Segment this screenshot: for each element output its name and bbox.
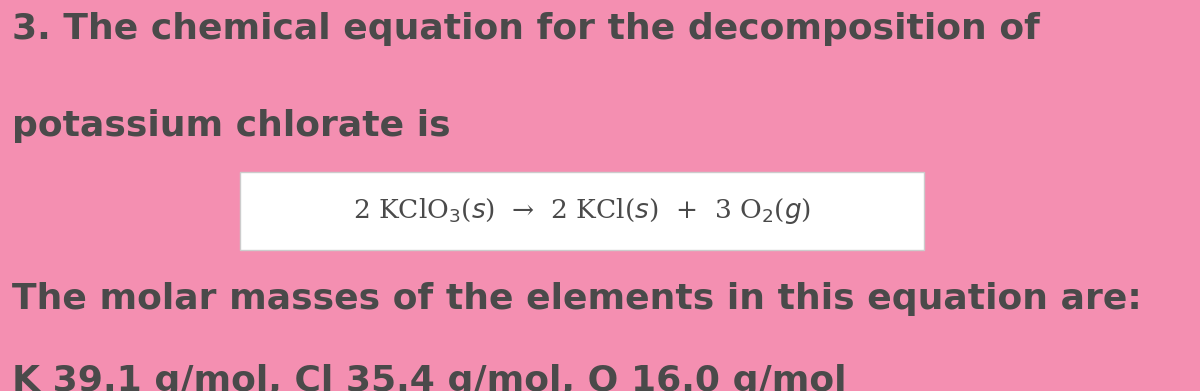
Text: The molar masses of the elements in this equation are:: The molar masses of the elements in this… xyxy=(12,282,1141,316)
Text: 2 KClO$_3$($s$)  →  2 KCl($s$)  +  3 O$_2$($g$): 2 KClO$_3$($s$) → 2 KCl($s$) + 3 O$_2$($… xyxy=(353,196,811,226)
Text: 3. The chemical equation for the decomposition of: 3. The chemical equation for the decompo… xyxy=(12,12,1040,46)
FancyBboxPatch shape xyxy=(240,172,924,250)
Text: K 39.1 g/mol, Cl 35.4 g/mol, O 16.0 g/mol: K 39.1 g/mol, Cl 35.4 g/mol, O 16.0 g/mo… xyxy=(12,364,846,391)
Text: potassium chlorate is: potassium chlorate is xyxy=(12,109,451,143)
